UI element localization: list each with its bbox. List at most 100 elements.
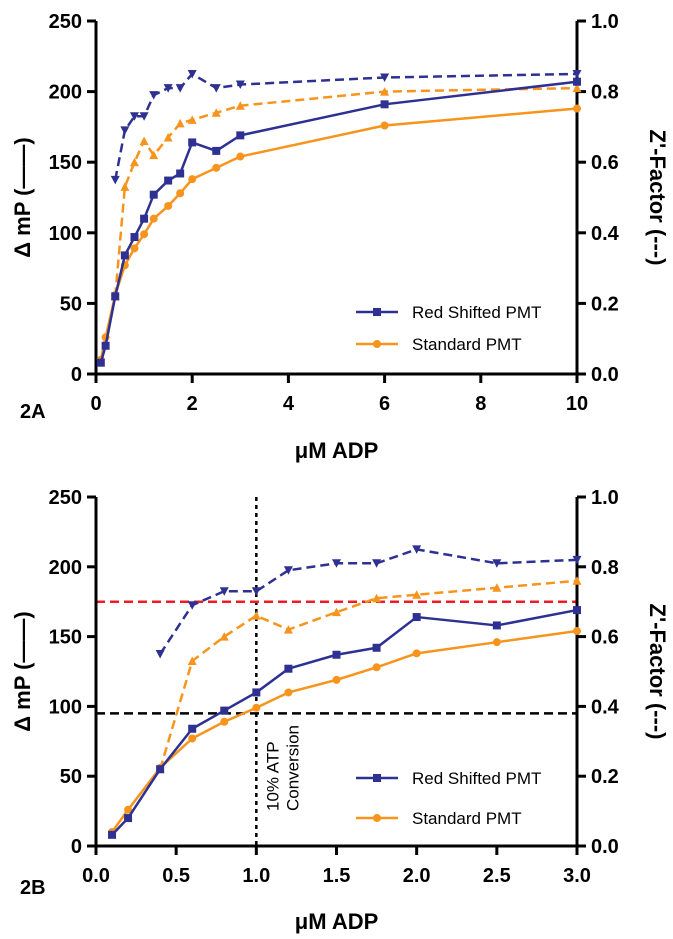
panel-label: 2B xyxy=(20,877,46,899)
x-tick-label: 2 xyxy=(187,393,198,415)
y-tick-label: 0 xyxy=(71,836,82,858)
data-point-square xyxy=(332,650,341,659)
data-point-circle xyxy=(188,175,197,184)
y2-axis-title: Z'-Factor (---) xyxy=(645,604,670,740)
y2-tick-label: 1.0 xyxy=(591,11,619,33)
y-tick-label: 50 xyxy=(60,766,82,788)
y2-tick-label: 0.6 xyxy=(591,152,619,174)
y2-tick-label: 0.2 xyxy=(591,293,619,315)
data-point-square xyxy=(120,251,129,260)
data-point-square xyxy=(380,100,389,109)
data-point-square xyxy=(164,176,173,185)
x-tick-label: 4 xyxy=(283,393,295,415)
y-tick-label: 100 xyxy=(49,223,82,245)
data-point-square xyxy=(412,613,421,622)
y-tick-label: 200 xyxy=(49,82,82,104)
data-point-circle xyxy=(124,805,133,814)
x-tick-label: 8 xyxy=(475,393,486,415)
y2-tick-label: 1.0 xyxy=(591,487,619,509)
panel-2b: 10% ATPConversion 0.0 0.5 1.0 1.5 2.0 2.5 3.0 0 5… xyxy=(10,487,670,934)
data-point-square xyxy=(573,606,581,615)
data-point-triangle xyxy=(163,132,173,142)
mp-series-red-shifted-pmt xyxy=(108,606,581,839)
data-point-triangle-down xyxy=(219,587,229,596)
data-point-square xyxy=(373,308,381,316)
data-point-circle xyxy=(492,638,501,647)
data-point-triangle-down xyxy=(572,69,582,79)
x-tick-label: 0.5 xyxy=(162,865,190,887)
data-point-square xyxy=(573,77,581,86)
zfactor-series-red-shifted-pmt xyxy=(110,69,582,185)
data-point-triangle xyxy=(572,576,582,585)
data-point-circle xyxy=(372,663,381,672)
data-point-circle xyxy=(332,675,341,684)
data-point-square xyxy=(130,233,139,242)
x-axis-title: μM ADP xyxy=(295,438,379,463)
data-point-circle xyxy=(164,201,173,210)
data-point-triangle-down xyxy=(380,73,390,82)
data-point-square xyxy=(372,643,381,652)
panel-2a: 0 2 4 6 8 100501001502002500.00.20.40.60.81.0… xyxy=(10,11,670,463)
data-point-triangle xyxy=(120,182,130,191)
y-tick-label: 250 xyxy=(49,11,82,33)
mp-series-red-shifted-pmt xyxy=(96,77,581,367)
mp-series-standard-pmt xyxy=(108,627,581,837)
legend: Red Shifted PMT Standard PMT xyxy=(356,303,541,354)
zfactor-series-standard-pmt xyxy=(110,83,582,301)
data-point-triangle-down xyxy=(110,175,120,185)
y-tick-label: 150 xyxy=(49,152,82,174)
series-line xyxy=(158,579,578,770)
data-point-triangle xyxy=(149,150,159,160)
data-point-triangle-down xyxy=(149,91,159,100)
data-point-triangle xyxy=(219,632,229,641)
data-point-triangle-down xyxy=(163,84,173,93)
legend-label: Red Shifted PMT xyxy=(412,303,541,322)
data-point-square xyxy=(236,131,245,140)
data-point-triangle xyxy=(211,108,221,117)
data-point-circle xyxy=(220,717,229,726)
y2-tick-label: 0.8 xyxy=(591,557,619,579)
data-point-circle xyxy=(140,230,149,239)
data-point-circle xyxy=(176,189,185,198)
data-point-square xyxy=(108,830,117,839)
x-tick-label: 3.0 xyxy=(563,865,591,887)
legend-label: Red Shifted PMT xyxy=(412,769,541,788)
y2-tick-label: 0.4 xyxy=(591,696,620,718)
mp-series-standard-pmt xyxy=(96,104,581,364)
y2-tick-label: 0.0 xyxy=(591,836,619,858)
data-point-triangle-down xyxy=(283,566,293,575)
data-point-triangle-down xyxy=(139,112,149,121)
series-line xyxy=(99,107,578,361)
data-point-triangle xyxy=(251,611,261,620)
x-tick-label: 1.5 xyxy=(323,865,351,887)
data-point-square xyxy=(252,688,261,697)
annotation-line-2: Conversion xyxy=(283,725,302,811)
data-point-square xyxy=(492,621,501,630)
data-point-circle xyxy=(284,688,293,697)
panel-label: 2A xyxy=(20,401,46,423)
data-point-triangle-down xyxy=(211,84,221,93)
data-point-triangle-down xyxy=(187,69,197,79)
data-point-circle xyxy=(380,121,389,130)
x-tick-label: 1.0 xyxy=(242,865,270,887)
data-point-triangle xyxy=(332,607,341,617)
data-point-square xyxy=(220,706,229,715)
data-point-triangle xyxy=(175,118,185,128)
data-point-circle xyxy=(149,214,158,223)
data-point-triangle xyxy=(283,625,293,634)
data-point-triangle xyxy=(187,656,197,666)
data-point-triangle-down xyxy=(332,559,341,568)
y-tick-label: 100 xyxy=(49,696,82,718)
y-tick-label: 250 xyxy=(49,487,82,509)
data-point-triangle-down xyxy=(492,559,502,568)
data-point-circle xyxy=(573,104,581,113)
data-point-circle xyxy=(188,734,197,743)
series-line xyxy=(111,629,578,833)
data-point-square xyxy=(156,765,165,774)
data-point-circle xyxy=(412,649,421,658)
data-point-square xyxy=(111,292,120,301)
legend: Red Shifted PMT Standard PMT xyxy=(356,769,541,828)
data-point-triangle-down xyxy=(251,587,261,596)
data-point-square xyxy=(373,774,381,782)
